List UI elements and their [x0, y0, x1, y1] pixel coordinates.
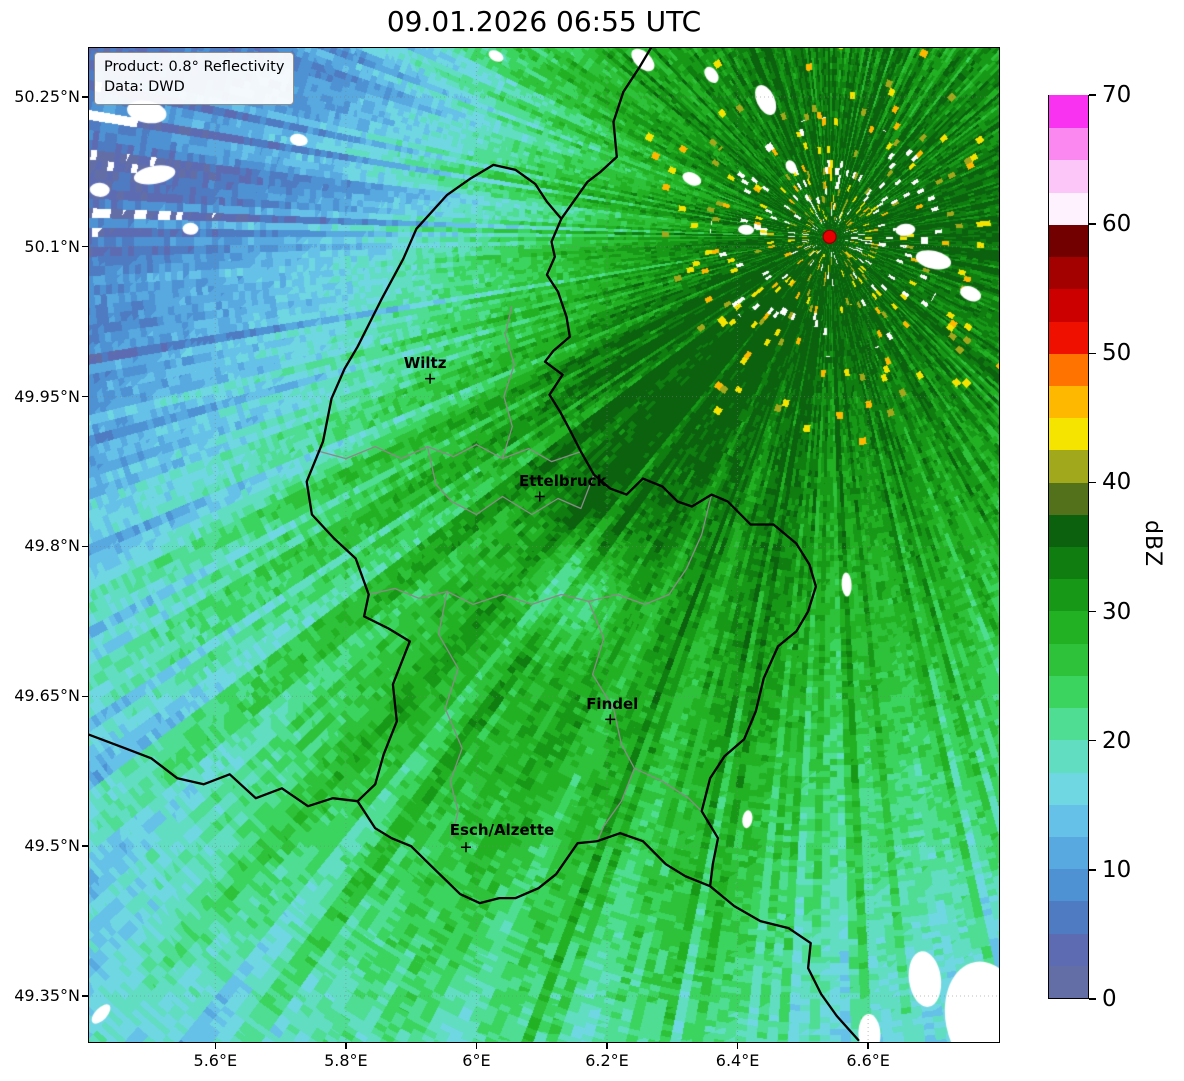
colorbar-segment: [1049, 739, 1088, 773]
colorbar: [1048, 95, 1089, 999]
y-tick-mark: [82, 545, 88, 548]
colorbar-tick-mark: [1089, 352, 1096, 355]
y-tick-mark: [82, 845, 88, 847]
y-tick-mark: [82, 246, 88, 248]
colorbar-segment: [1049, 159, 1088, 193]
x-tick-label: 6°E: [462, 1051, 491, 1070]
colorbar-tick-label: 60: [1102, 211, 1132, 238]
colorbar-tick-mark: [1089, 481, 1096, 484]
y-tick-label: 49.5°N: [24, 836, 80, 856]
colorbar-segment: [1049, 481, 1088, 515]
colorbar-segment: [1049, 707, 1088, 741]
x-tick-mark: [345, 1043, 347, 1049]
colorbar-segment: [1049, 610, 1088, 644]
colorbar-segment: [1049, 965, 1088, 998]
colorbar-tick-mark: [1089, 739, 1096, 742]
colorbar-tick-label: 40: [1102, 469, 1132, 496]
x-tick-label: 5.6°E: [193, 1051, 238, 1070]
y-tick-label: 49.65°N: [14, 686, 80, 706]
colorbar-segment: [1049, 771, 1088, 805]
x-tick-mark: [475, 1043, 478, 1049]
colorbar-segment: [1049, 675, 1088, 709]
colorbar-tick-mark: [1089, 869, 1096, 871]
colorbar-segment: [1049, 353, 1088, 386]
colorbar-tick-mark: [1089, 223, 1096, 225]
city-label: Findel: [586, 695, 639, 714]
x-tick-mark: [214, 1043, 216, 1049]
colorbar-segment: [1049, 932, 1088, 966]
city-label: Esch/Alzette: [449, 821, 555, 840]
colorbar-segment: [1049, 868, 1088, 902]
x-tick-label: 6.2°E: [585, 1051, 629, 1070]
colorbar-segment: [1049, 900, 1088, 934]
colorbar-segment: [1049, 514, 1088, 547]
y-tick-mark: [82, 96, 88, 98]
colorbar-tick-mark: [1089, 94, 1096, 96]
x-tick-mark: [867, 1043, 869, 1049]
x-tick-mark: [736, 1043, 739, 1049]
x-tick-label: 5.8°E: [324, 1051, 368, 1070]
colorbar-segment: [1049, 836, 1088, 870]
colorbar-segment: [1049, 385, 1088, 419]
product-label: Product: 0.8° Reflectivity: [104, 59, 285, 75]
colorbar-segment: [1049, 256, 1088, 290]
x-tick-mark: [606, 1043, 608, 1049]
colorbar-tick-label: 50: [1102, 340, 1132, 367]
colorbar-segment: [1049, 804, 1088, 837]
y-tick-label: 49.95°N: [14, 386, 80, 406]
colorbar-tick-mark: [1089, 610, 1096, 613]
map-plot-area: Product: 0.8° Reflectivity Data: DWD Wil…: [88, 47, 1000, 1043]
colorbar-segment: [1049, 288, 1088, 322]
colorbar-tick-label: 0: [1102, 986, 1117, 1012]
x-tick-label: 6.4°E: [715, 1051, 760, 1070]
colorbar-segment: [1049, 642, 1088, 676]
colorbar-tick-label: 70: [1102, 82, 1132, 108]
y-tick-mark: [82, 995, 88, 997]
reflectivity-raster: [88, 47, 1000, 1043]
colorbar-segment: [1049, 95, 1088, 129]
figure-title: 09.01.2026 06:55 UTC: [386, 5, 702, 38]
y-tick-label: 49.35°N: [14, 986, 80, 1006]
city-label: Ettelbruck: [518, 471, 607, 490]
data-source-label: Data: DWD: [104, 79, 185, 96]
colorbar-segment: [1049, 224, 1088, 258]
product-info-box: Product: 0.8° Reflectivity Data: DWD: [94, 52, 295, 105]
colorbar-segment: [1049, 417, 1088, 451]
colorbar-segment: [1049, 191, 1088, 225]
y-tick-label: 50.25°N: [14, 86, 80, 106]
colorbar-tick-label: 20: [1102, 727, 1132, 754]
colorbar-tick-mark: [1089, 998, 1096, 1000]
y-tick-mark: [82, 395, 88, 398]
colorbar-axis-label: dBZ: [1140, 520, 1165, 568]
colorbar-segment: [1049, 546, 1088, 580]
colorbar-segment: [1049, 127, 1088, 161]
colorbar-tick-label: 10: [1102, 856, 1132, 883]
city-label: Wiltz: [403, 353, 447, 372]
y-tick-label: 50.1°N: [24, 236, 80, 256]
colorbar-segment: [1049, 320, 1088, 354]
colorbar-segment: [1049, 449, 1088, 483]
y-tick-label: 49.8°N: [24, 536, 80, 556]
y-tick-mark: [82, 695, 88, 698]
colorbar-tick-label: 30: [1102, 598, 1132, 625]
colorbar-segment: [1049, 578, 1088, 612]
x-tick-label: 6.6°E: [846, 1051, 890, 1070]
